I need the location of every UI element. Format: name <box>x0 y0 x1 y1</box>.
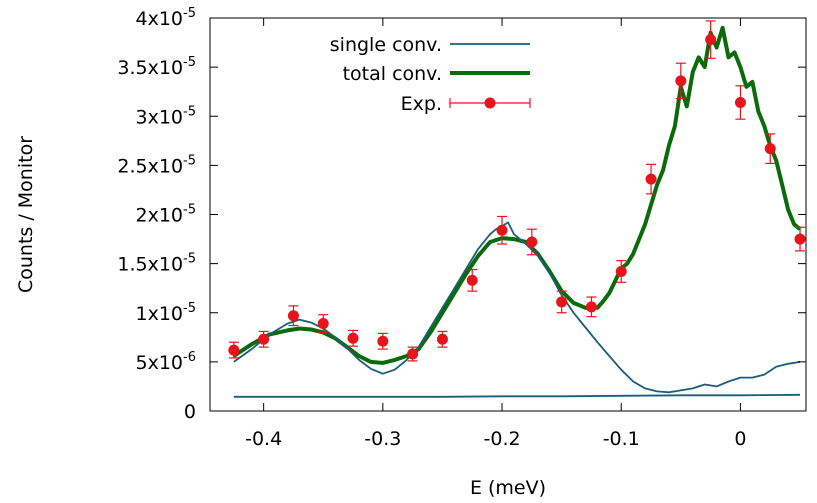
legend-label-single-conv: single conv. <box>330 34 442 56</box>
legend-marker-exp <box>484 97 496 109</box>
exp-marker-12 <box>585 301 597 313</box>
x-tick-label-2: -0.2 <box>484 428 521 450</box>
y-tick-label-3: 1.5x10-5 <box>117 252 196 276</box>
y-axis-label: Counts / Monitor <box>15 136 37 293</box>
exp-point-13 <box>615 260 627 283</box>
y-tick-label-6: 3x10-5 <box>136 104 196 128</box>
exp-marker-8 <box>466 274 478 286</box>
exp-marker-15 <box>675 75 687 87</box>
exp-point-5 <box>377 332 389 350</box>
plot-frame <box>209 17 807 412</box>
data-layer <box>228 20 806 398</box>
y-tick-label-8: 4x10-5 <box>136 6 196 30</box>
exp-point-3 <box>317 314 329 333</box>
x-tick-label-3: -0.1 <box>603 428 640 450</box>
series-line-1 <box>233 393 801 398</box>
exp-point-19 <box>794 226 806 252</box>
y-tick-label-0: 0 <box>184 401 196 423</box>
exp-point-7 <box>436 330 448 348</box>
y-tick-label-2: 1x10-5 <box>136 301 196 325</box>
exp-marker-13 <box>615 265 627 277</box>
exp-marker-1 <box>258 333 270 345</box>
exp-marker-18 <box>764 143 776 155</box>
exp-point-4 <box>347 329 359 347</box>
exp-point-17 <box>734 85 746 120</box>
exp-marker-9 <box>496 224 508 236</box>
exp-point-6 <box>407 346 419 362</box>
x-tick-label-0: -0.4 <box>245 428 282 450</box>
series-line-2 <box>232 25 802 365</box>
exp-marker-11 <box>556 296 568 308</box>
exp-point-12 <box>585 296 597 318</box>
exp-marker-19 <box>794 233 806 245</box>
y-tick-label-4: 2x10-5 <box>136 203 196 227</box>
exp-marker-5 <box>377 335 389 347</box>
exp-point-2 <box>287 305 299 327</box>
exp-marker-7 <box>436 333 448 345</box>
series-line-0 <box>233 221 801 394</box>
exp-point-18 <box>764 133 776 165</box>
legend-label-exp: Exp. <box>401 93 442 115</box>
exp-marker-6 <box>407 348 419 360</box>
exp-point-1 <box>258 330 270 348</box>
x-tick-label-4: 0 <box>734 428 746 450</box>
legend-label-total-conv: total conv. <box>343 63 442 85</box>
exp-marker-4 <box>347 332 359 344</box>
exp-marker-3 <box>317 318 329 330</box>
y-tick-label-7: 3.5x10-5 <box>117 55 196 79</box>
exp-marker-14 <box>645 173 657 185</box>
exp-marker-10 <box>526 236 538 248</box>
exp-point-11 <box>556 290 568 314</box>
exp-point-16 <box>705 20 717 59</box>
exp-marker-2 <box>287 310 299 322</box>
exp-marker-17 <box>734 96 746 108</box>
y-tick-label-5: 2.5x10-5 <box>117 153 196 177</box>
exp-point-0 <box>228 341 240 359</box>
exp-point-8 <box>466 268 478 292</box>
exp-marker-0 <box>228 344 240 356</box>
y-tick-label-1: 5x10-6 <box>136 350 196 374</box>
exp-marker-16 <box>705 34 717 46</box>
x-axis-label: E (meV) <box>470 477 546 499</box>
exp-point-9 <box>496 215 508 245</box>
x-tick-label-1: -0.3 <box>364 428 401 450</box>
ticks-layer: -0.4 -0.3 -0.2 -0.1 0 0 5x10-6 1x10-5 1.5x10-5 2x… <box>117 6 806 450</box>
legend: single conv. total conv. Exp. <box>330 34 531 115</box>
exp-point-15 <box>675 62 687 100</box>
exp-point-14 <box>645 163 657 195</box>
exp-point-10 <box>526 228 538 256</box>
